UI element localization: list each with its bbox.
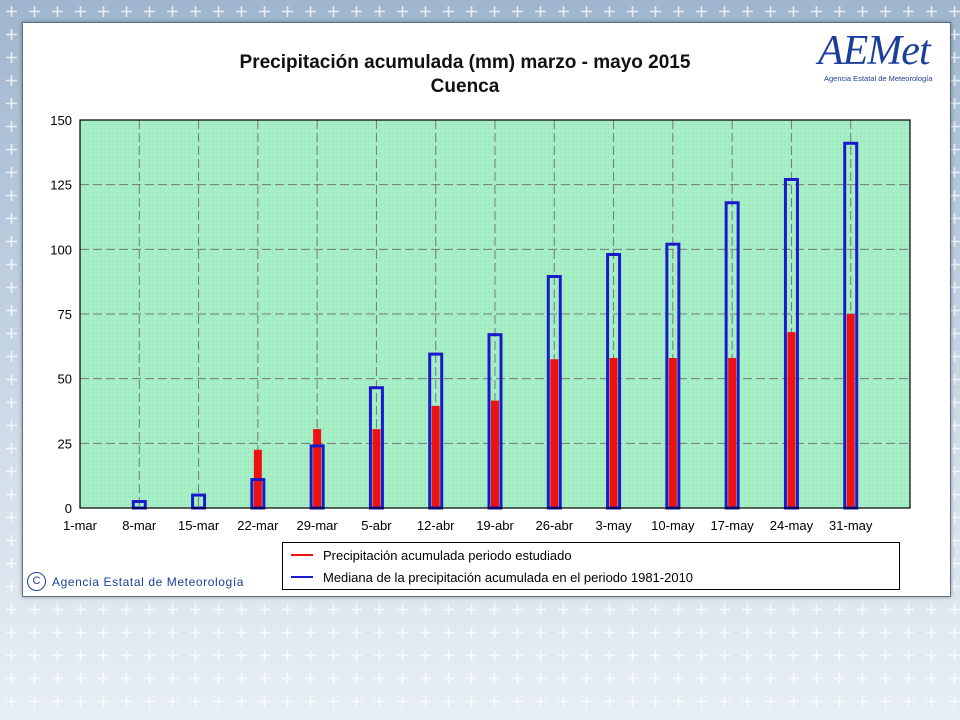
x-tick-label: 5-abr: [361, 518, 392, 533]
y-tick-label: 25: [58, 436, 72, 451]
legend-swatch-studied: [291, 554, 313, 556]
bar-studied: [728, 357, 737, 508]
x-tick-label: 26-abr: [535, 518, 573, 533]
logo-subtitle: Agencia Estatal de Meteorología: [824, 74, 933, 83]
bar-studied: [313, 429, 322, 508]
logo-text: AEMet: [818, 28, 931, 74]
x-tick-label: 10-may: [651, 518, 695, 533]
x-tick-label: 15-mar: [178, 518, 220, 533]
y-tick-label: 0: [65, 501, 72, 516]
bar-studied: [846, 314, 855, 508]
x-tick-label: 24-may: [770, 518, 814, 533]
legend-item-median: Mediana de la precipitación acumulada en…: [291, 567, 693, 587]
bar-studied: [431, 405, 440, 508]
y-tick-label: 75: [58, 307, 72, 322]
chart-subtitle: Cuenca: [430, 76, 500, 97]
x-tick-label: 31-may: [829, 518, 873, 533]
x-tick-label: 12-abr: [417, 518, 455, 533]
copyright-text: Agencia Estatal de Meteorología: [52, 574, 245, 589]
legend-item-studied: Precipitación acumulada periodo estudiad…: [291, 545, 572, 565]
plot-border: [79, 119, 911, 509]
y-tick-label: 125: [50, 178, 72, 193]
y-tick-label: 150: [50, 113, 72, 128]
legend-swatch-median: [291, 576, 313, 578]
copyright-icon: C: [27, 572, 46, 591]
bar-studied: [550, 359, 559, 508]
bar-studied: [372, 429, 381, 508]
bar-studied: [491, 400, 499, 508]
chart-title: Precipitación acumulada (mm) marzo - may…: [239, 52, 691, 73]
legend-label-median: Mediana de la precipitación acumulada en…: [323, 569, 694, 585]
copyright-notice: C Agencia Estatal de Meteorología: [27, 572, 244, 591]
y-tick-label: 50: [58, 372, 72, 387]
legend-label-studied: Precipitación acumulada periodo estudiad…: [323, 547, 572, 563]
bar-studied: [668, 357, 677, 508]
x-tick-label: 1-mar: [63, 518, 98, 533]
aemet-logo: AEMet Agencia Estatal de Meteorología: [818, 28, 948, 90]
bar-studied: [787, 332, 796, 508]
y-tick-label: 100: [50, 242, 72, 257]
x-tick-label: 19-abr: [476, 518, 514, 533]
x-tick-label: 17-may: [710, 518, 754, 533]
bar-studied: [609, 357, 618, 508]
x-tick-label: 22-mar: [237, 518, 279, 533]
x-tick-label: 29-mar: [297, 518, 339, 533]
x-tick-label: 8-mar: [122, 518, 157, 533]
x-tick-label: 3-may: [596, 518, 633, 533]
chart-legend: Precipitación acumulada periodo estudiad…: [282, 542, 900, 590]
